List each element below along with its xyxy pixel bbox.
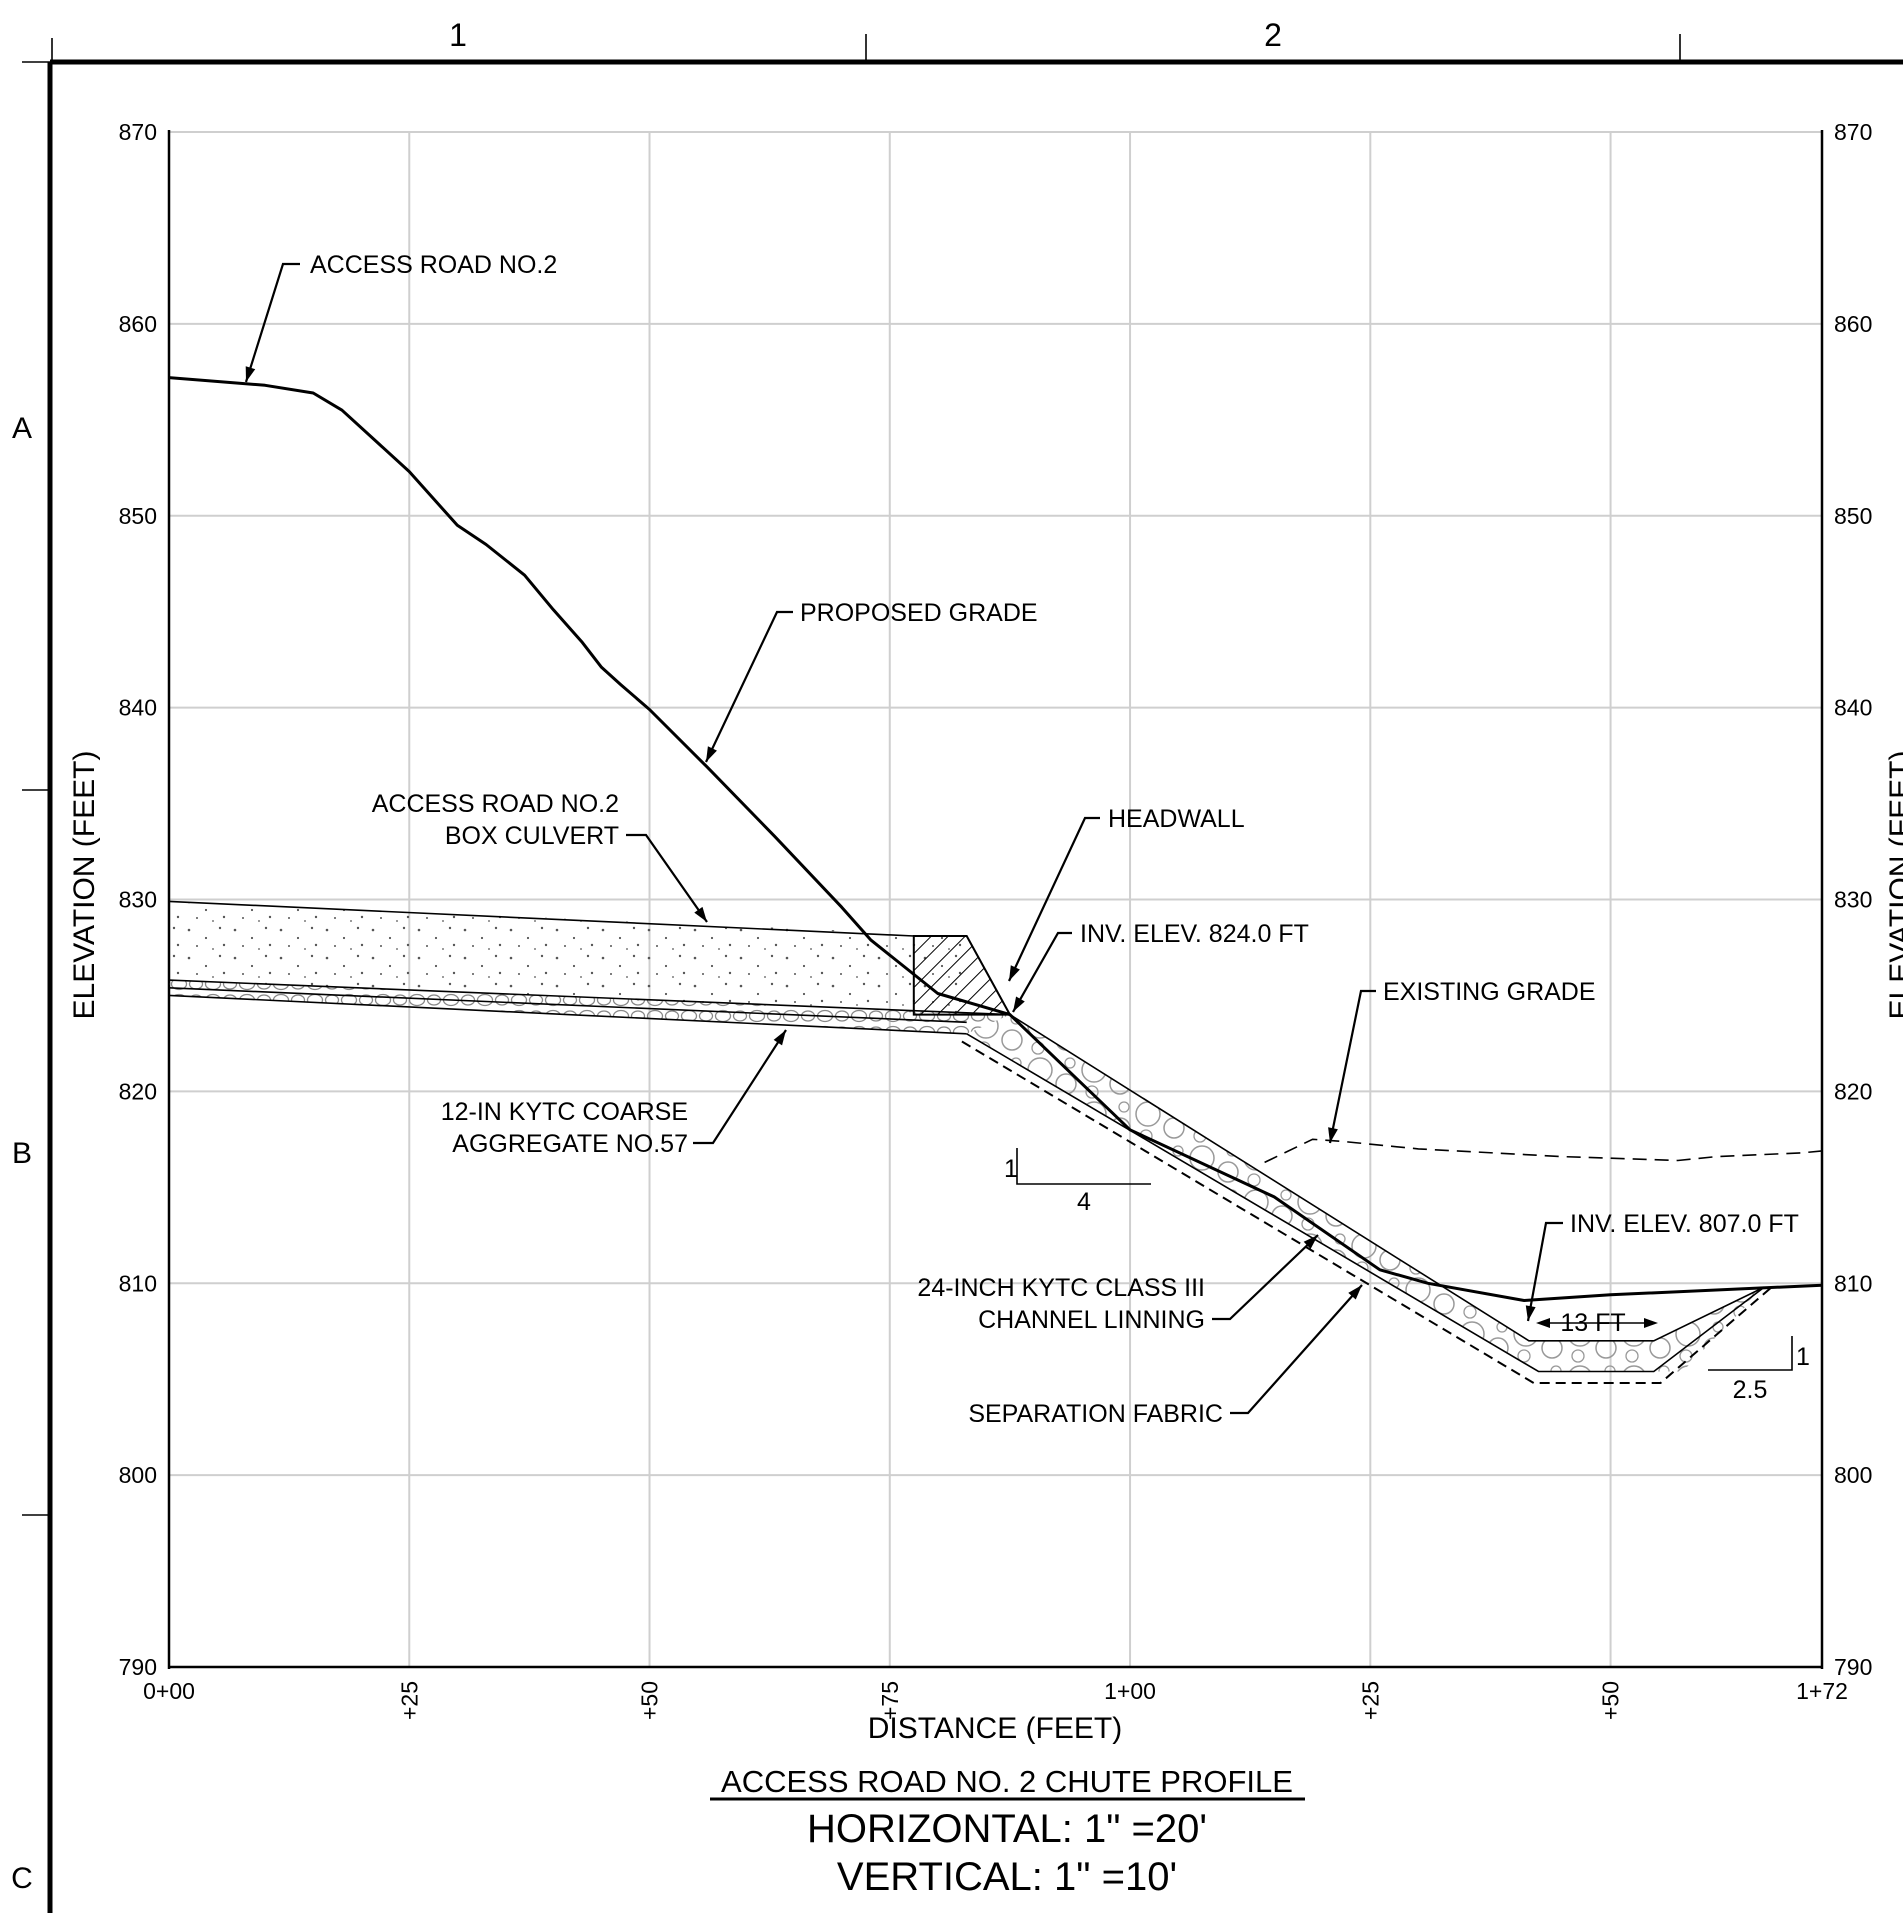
- proposed-grade-line: [168, 376, 1823, 1302]
- lining-top: [1009, 1013, 1765, 1342]
- zone-column-2: 2: [1264, 17, 1282, 53]
- horizontal-scale: HORIZONTAL: 1" =20': [807, 1807, 1207, 1851]
- leader-inv-elev-lower-line: [1526, 1221, 1563, 1322]
- y-axis-title-left: ELEVATION (FEET): [68, 751, 101, 1020]
- leader-box-culvert-arrow: [694, 906, 707, 922]
- grade-series: [168, 376, 1823, 1302]
- zone-column-1: 1: [449, 17, 467, 53]
- leader-aggregate-arrow: [773, 1030, 786, 1046]
- leader-existing-grade-line: [1328, 989, 1376, 1144]
- leader-inv-elev-lower-arrow: [1525, 1305, 1536, 1321]
- existing-grade-line: [1264, 1138, 1823, 1164]
- leader-separation-fabric-arrow: [1348, 1285, 1362, 1300]
- y-tick-label-left: 830: [119, 887, 157, 913]
- x-tick-label: 1+72: [1796, 1678, 1848, 1704]
- slope-upper-rise: 1: [1004, 1155, 1018, 1183]
- slope-indicators: [1016, 1148, 1793, 1371]
- bottom-width-arrow-left: [1536, 1318, 1550, 1328]
- y-tick-label-right: 820: [1834, 1078, 1872, 1104]
- leader-inv-elev-upper-arrow: [1013, 996, 1025, 1012]
- leader-access-road-line: [244, 262, 300, 383]
- vertical-scale: VERTICAL: 1" =10': [837, 1855, 1177, 1899]
- leader-existing-grade-arrow: [1328, 1127, 1338, 1143]
- label-access-road: ACCESS ROAD NO.2: [310, 251, 557, 279]
- label-inv-elev-upper: INV. ELEV. 824.0 FT: [1080, 920, 1309, 948]
- y-tick-label-left: 800: [119, 1462, 157, 1488]
- y-tick-label-left: 860: [119, 311, 157, 337]
- leader-proposed-grade-line: [705, 610, 793, 763]
- label-box-culvert-line2: BOX CULVERT: [445, 822, 619, 850]
- x-axis-title: DISTANCE (FEET): [868, 1712, 1122, 1745]
- y-tick-label-right: 810: [1834, 1270, 1872, 1296]
- leader-headwall-line: [1008, 816, 1100, 982]
- slope-lower-run: 2.5: [1733, 1376, 1768, 1404]
- y-tick-label-left: 850: [119, 503, 157, 529]
- leader-channel-lining-arrow: [1303, 1235, 1318, 1249]
- separation-fabric-line: [961, 1040, 1775, 1384]
- grid-lines: [168, 131, 1823, 1668]
- aggregate-top-line: [168, 979, 1010, 1016]
- leader-proposed-grade-arrow: [706, 746, 717, 762]
- leader-aggregate-line: [693, 1029, 787, 1145]
- tick-labels: 870 870 860 860 850 850 840 840 830 830 820 820 810 8…: [119, 119, 1873, 1720]
- y-tick-label-left: 790: [119, 1654, 157, 1680]
- y-axis-title-right: ELEVATION (FEET): [1884, 751, 1903, 1020]
- aggregate-middle-line: [168, 987, 967, 1024]
- leader-box-culvert-line: [626, 833, 708, 923]
- x-tick-label: 1+00: [1104, 1678, 1156, 1704]
- plot-axes: [167, 130, 1824, 1669]
- x-tick-label: +50: [1598, 1681, 1624, 1720]
- y-tick-label-right: 800: [1834, 1462, 1872, 1488]
- label-box-culvert-line1: ACCESS ROAD NO.2: [372, 790, 619, 818]
- y-tick-label-right: 870: [1834, 119, 1872, 145]
- zone-row-c: C: [11, 1862, 33, 1895]
- label-lining-line2: CHANNEL LINNING: [978, 1306, 1205, 1334]
- lining-bottom: [966, 1033, 1765, 1373]
- aggregate-bottom-line: [168, 994, 967, 1035]
- x-tick-label: +25: [396, 1681, 422, 1720]
- slope-indicator-lower: [1708, 1336, 1793, 1371]
- slope-lower-rise: 1: [1796, 1343, 1810, 1371]
- label-separation-fabric: SEPARATION FABRIC: [968, 1400, 1223, 1428]
- y-tick-label-right: 830: [1834, 887, 1872, 913]
- label-proposed-grade: PROPOSED GRADE: [800, 599, 1038, 627]
- annotation-leaders: [244, 262, 1563, 1415]
- y-tick-label-left: 840: [119, 695, 157, 721]
- y-tick-label-left: 820: [119, 1078, 157, 1104]
- label-inv-elev-lower: INV. ELEV. 807.0 FT: [1570, 1210, 1799, 1238]
- y-tick-label-right: 840: [1834, 695, 1872, 721]
- slope-indicator-upper: [1016, 1148, 1151, 1185]
- bottom-width-arrow-right: [1644, 1318, 1658, 1328]
- x-tick-label: +50: [637, 1681, 663, 1720]
- leader-inv-elev-upper-line: [1012, 931, 1072, 1013]
- x-tick-label: +75: [877, 1681, 903, 1720]
- y-tick-label-right: 860: [1834, 311, 1872, 337]
- y-tick-label-left: 870: [119, 119, 157, 145]
- label-bottom-width: 13 FT: [1560, 1309, 1625, 1337]
- label-existing-grade: EXISTING GRADE: [1383, 978, 1596, 1006]
- y-tick-label-right: 850: [1834, 503, 1872, 529]
- zone-row-b: B: [12, 1137, 32, 1170]
- y-tick-label-right: 790: [1834, 1654, 1872, 1680]
- label-lining-line1: 24-INCH KYTC CLASS III: [917, 1274, 1205, 1302]
- sheet-frame: [22, 34, 1903, 1913]
- x-tick-label: +25: [1357, 1681, 1383, 1720]
- y-tick-label-left: 810: [119, 1270, 157, 1296]
- x-tick-label: 0+00: [143, 1678, 195, 1704]
- leader-separation-fabric-line: [1230, 1284, 1363, 1415]
- label-aggregate-line2: AGGREGATE NO.57: [452, 1130, 688, 1158]
- headwall: [912, 935, 1012, 1016]
- culvert-structures: [168, 900, 1012, 1035]
- zone-row-a: A: [12, 412, 32, 445]
- label-aggregate-line1: 12-IN KYTC COARSE: [441, 1098, 688, 1126]
- leader-access-road-arrow: [245, 366, 256, 382]
- slope-upper-run: 4: [1077, 1188, 1091, 1216]
- leader-headwall-arrow: [1009, 965, 1020, 981]
- leader-channel-lining-line: [1212, 1234, 1319, 1321]
- label-headwall: HEADWALL: [1108, 805, 1245, 833]
- aggregate-bedding-fill: [169, 980, 1010, 1034]
- drawing-title: ACCESS ROAD NO. 2 CHUTE PROFILE: [721, 1764, 1293, 1799]
